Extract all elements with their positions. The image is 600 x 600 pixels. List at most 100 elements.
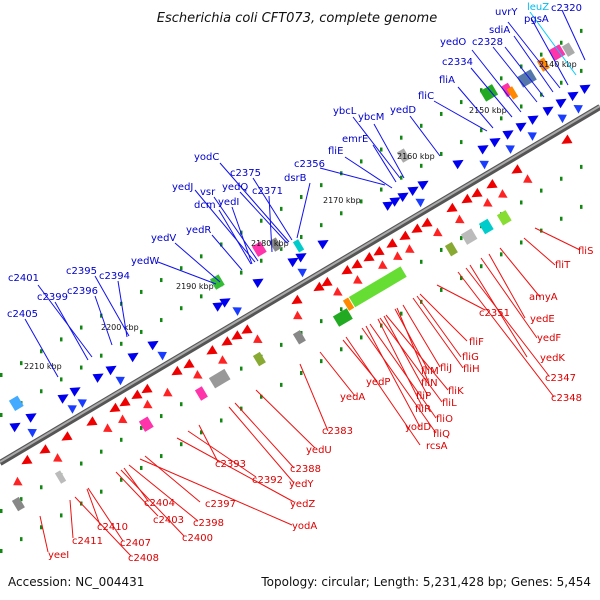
gene-label[interactable]: sdiA: [489, 25, 510, 36]
gene-label[interactable]: yedJ: [172, 182, 193, 193]
gene-label[interactable]: yedK: [540, 353, 565, 364]
gene-label[interactable]: fliO: [436, 414, 453, 425]
gene-label[interactable]: c2408: [128, 553, 159, 564]
gene-label[interactable]: yodD: [405, 422, 431, 433]
gene-label[interactable]: fliM: [421, 366, 439, 377]
gene-label[interactable]: yedQ: [222, 182, 248, 193]
coord-2180: 2180 kbp: [251, 239, 289, 248]
tick-mark: [160, 318, 163, 323]
gene-label[interactable]: c2398: [193, 518, 224, 529]
gene-label[interactable]: c2400: [182, 533, 213, 544]
gene-label[interactable]: c2375: [230, 168, 261, 179]
gene-label[interactable]: vsr: [200, 187, 216, 198]
coord-2160: 2160 kbp: [397, 152, 435, 161]
gene-label[interactable]: fliN: [421, 378, 438, 389]
gene-label[interactable]: yedW: [131, 256, 159, 267]
gene-label[interactable]: yedU: [306, 445, 332, 456]
tick-mark: [480, 88, 483, 93]
gene-label[interactable]: dcm: [194, 200, 216, 211]
gene-label[interactable]: c2395: [66, 266, 97, 277]
gene-label[interactable]: c2356: [294, 159, 325, 170]
gene-label[interactable]: rcsA: [426, 441, 448, 452]
gene-label[interactable]: c2328: [472, 37, 503, 48]
gene-label[interactable]: c2393: [215, 459, 246, 470]
gene-label[interactable]: yedV: [151, 233, 176, 244]
gene-label[interactable]: c2407: [120, 538, 151, 549]
gene-label[interactable]: c2405: [7, 309, 38, 320]
gene-label[interactable]: fliJ: [440, 363, 452, 374]
gene-label[interactable]: c2371: [252, 186, 283, 197]
tick-mark: [180, 306, 183, 311]
forward-gene-arrow: [9, 422, 21, 433]
gene-label[interactable]: yedI: [218, 197, 239, 208]
reverse-gene-arrow: [483, 198, 493, 207]
tick-mark: [520, 240, 523, 245]
gene-label[interactable]: yedE: [530, 314, 555, 325]
gene-label[interactable]: yodC: [194, 152, 219, 163]
forward-gene-arrow: [317, 240, 329, 250]
gene-label[interactable]: leuZ: [527, 2, 549, 13]
gene-label[interactable]: yedP: [366, 377, 390, 388]
forward-gene-arrow: [515, 122, 527, 132]
gene-label[interactable]: c2397: [205, 499, 236, 510]
feature-block: [479, 84, 499, 102]
gene-label[interactable]: yodA: [292, 521, 317, 532]
gene-label[interactable]: fliG: [462, 352, 479, 363]
gene-label[interactable]: fliK: [448, 386, 464, 397]
gene-label[interactable]: yedD: [390, 105, 416, 116]
gene-label[interactable]: fliA: [439, 75, 455, 86]
gene-label[interactable]: fliH: [463, 364, 480, 375]
gene-label[interactable]: yeeI: [48, 550, 69, 561]
gene-label[interactable]: fliE: [328, 146, 343, 157]
gene-label[interactable]: fliS: [578, 246, 593, 257]
gene-label[interactable]: yedZ: [290, 499, 315, 510]
gene-label[interactable]: fliQ: [433, 429, 450, 440]
gene-label[interactable]: amyA: [529, 292, 558, 303]
gene-label[interactable]: c2334: [442, 57, 473, 68]
gene-label[interactable]: c2347: [545, 373, 576, 384]
gene-label[interactable]: fliT: [555, 260, 571, 271]
gene-label[interactable]: c2394: [99, 271, 130, 282]
feature-block: [348, 266, 407, 308]
gene-label[interactable]: c2411: [72, 536, 103, 547]
reverse-leader-lines: [39, 227, 581, 557]
gene-label[interactable]: c2401: [8, 273, 39, 284]
gene-label[interactable]: fliP: [416, 391, 431, 402]
gene-label[interactable]: c2404: [144, 498, 175, 509]
gene-label[interactable]: fliL: [442, 398, 457, 409]
tick-mark: [0, 413, 3, 417]
gene-label[interactable]: c2392: [252, 475, 283, 486]
gene-label[interactable]: c2320: [551, 3, 582, 14]
gene-label[interactable]: yedA: [340, 392, 365, 403]
gene-label[interactable]: fliC: [418, 91, 434, 102]
gene-label[interactable]: c2396: [67, 286, 98, 297]
feature-block: [332, 308, 353, 327]
gene-label[interactable]: dsrB: [284, 173, 307, 184]
gene-label[interactable]: ybcM: [358, 112, 384, 123]
tick-mark: [540, 92, 543, 97]
gene-label[interactable]: fliR: [415, 404, 431, 415]
gene-label[interactable]: yedR: [186, 225, 211, 236]
tick-mark: [440, 151, 443, 156]
gene-label[interactable]: yedY: [289, 479, 314, 490]
gene-label[interactable]: c2403: [153, 515, 184, 526]
gene-label[interactable]: c2383: [322, 426, 353, 437]
gene-label[interactable]: c2348: [551, 393, 582, 404]
gene-label[interactable]: uvrY: [495, 7, 518, 18]
reverse-gene-arrow: [39, 444, 51, 454]
gene-label[interactable]: c2399: [37, 292, 68, 303]
gene-label[interactable]: pgsA: [524, 14, 549, 25]
gene-label[interactable]: emrE: [342, 134, 368, 145]
tick-mark: [560, 216, 563, 221]
tick-mark: [180, 402, 183, 407]
gene-label[interactable]: c2351: [479, 308, 510, 319]
gene-label[interactable]: yedF: [537, 333, 561, 344]
gene-label[interactable]: yedO: [440, 37, 466, 48]
gene-label[interactable]: ybcL: [333, 106, 357, 117]
gene-label[interactable]: c2388: [290, 464, 321, 475]
feature-block: [251, 241, 267, 257]
forward-gene-arrow: [415, 198, 425, 208]
reverse-gene-arrow: [321, 276, 333, 287]
gene-label[interactable]: fliF: [469, 337, 484, 348]
gene-label[interactable]: c2410: [97, 522, 128, 533]
